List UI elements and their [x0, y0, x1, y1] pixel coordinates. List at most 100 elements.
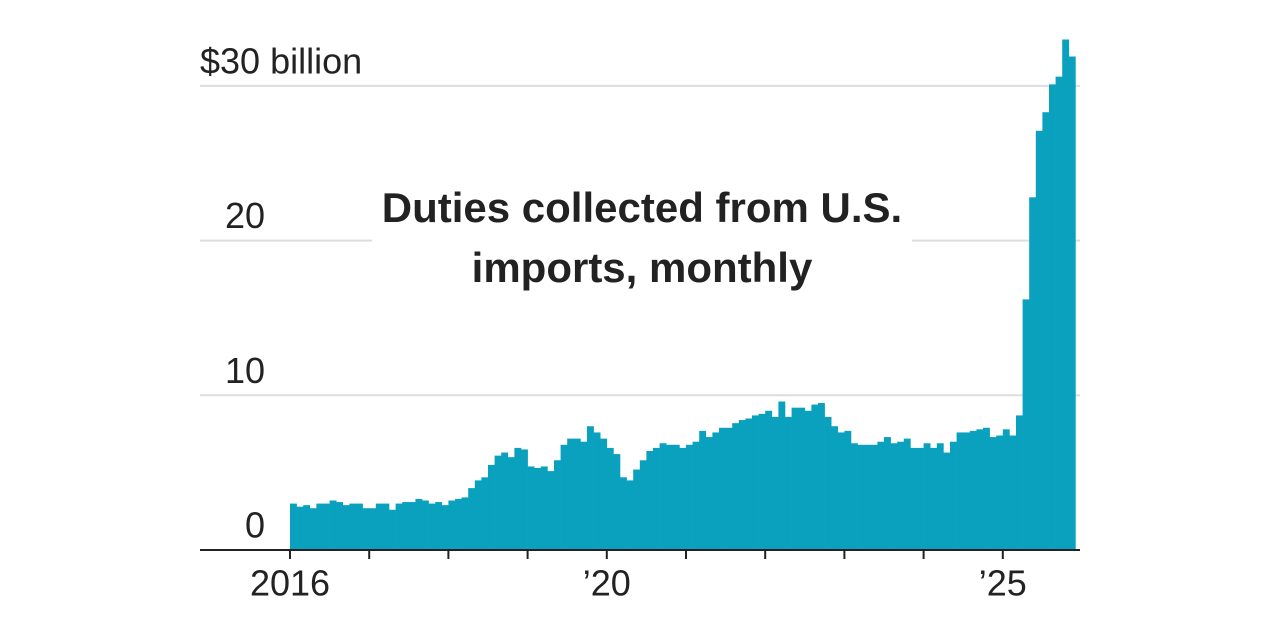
bar [415, 498, 423, 550]
bar [969, 430, 977, 550]
bar [474, 480, 482, 550]
bar [1055, 76, 1063, 551]
bar [884, 437, 891, 550]
bar [633, 469, 641, 550]
bar [362, 508, 370, 550]
y-tick-label: $30 billion [200, 40, 362, 81]
bar [1042, 112, 1050, 550]
bar [560, 444, 568, 550]
bar [395, 503, 403, 550]
bar [646, 450, 654, 550]
bar [804, 410, 812, 550]
bar [441, 505, 449, 550]
bar [1049, 84, 1056, 550]
bar [923, 443, 931, 550]
bar [606, 447, 614, 550]
bar [811, 404, 819, 550]
bar [540, 466, 548, 550]
y-tick-label: 0 [245, 505, 265, 546]
bar [857, 444, 865, 550]
bar [501, 452, 509, 550]
bar [428, 503, 436, 550]
bar [818, 403, 825, 550]
bar [435, 502, 443, 550]
y-tick-label: 10 [225, 350, 265, 391]
x-tick-label: ’25 [979, 563, 1027, 604]
bar [554, 460, 561, 550]
bar [336, 502, 344, 550]
bar [976, 429, 984, 550]
bar [534, 468, 542, 550]
bar [316, 503, 324, 550]
bar [738, 420, 746, 550]
bar [864, 444, 872, 550]
bar [422, 500, 429, 550]
bar [514, 447, 522, 550]
bar [917, 447, 924, 550]
bar [679, 447, 687, 550]
bar [580, 441, 588, 550]
bar [719, 427, 726, 550]
bar [877, 441, 885, 550]
y-tick-label: 20 [225, 195, 265, 236]
bar [890, 443, 898, 550]
bar [573, 438, 581, 550]
bar [527, 466, 535, 550]
bar [1068, 56, 1076, 551]
bar [771, 416, 779, 550]
bar [626, 480, 634, 550]
bar [507, 457, 515, 550]
bar [705, 437, 713, 550]
bar [1029, 197, 1037, 551]
bar [547, 471, 555, 550]
bar [824, 416, 832, 550]
bar [765, 410, 773, 550]
bar [1016, 415, 1023, 550]
bar [1009, 435, 1017, 550]
bar [692, 441, 700, 550]
bar [567, 438, 575, 550]
bar [1035, 130, 1043, 550]
bar [600, 438, 608, 550]
bar [870, 444, 878, 550]
bar [329, 500, 337, 550]
bar [831, 426, 839, 550]
bar [996, 435, 1004, 550]
bar [461, 497, 469, 550]
bar [402, 502, 410, 550]
bar [593, 432, 601, 550]
bar [375, 503, 383, 550]
bar [983, 427, 990, 550]
bar [989, 437, 997, 550]
bar [296, 506, 304, 550]
x-tick-label: 2016 [250, 563, 330, 604]
bar [309, 508, 317, 550]
bar [785, 416, 792, 550]
bar [448, 500, 456, 550]
bar [791, 407, 799, 550]
bar [468, 488, 476, 550]
bar [613, 454, 621, 550]
bar [712, 432, 720, 550]
bar [521, 449, 528, 550]
bar [930, 447, 938, 550]
bar [903, 438, 911, 550]
bar [639, 460, 647, 550]
bar [488, 464, 495, 550]
bar [943, 452, 951, 550]
bar [349, 503, 357, 550]
bar [752, 415, 759, 550]
bar [798, 407, 806, 550]
bar [725, 427, 733, 550]
x-tick-label: ’20 [583, 563, 631, 604]
bar [699, 430, 707, 550]
bar [587, 426, 594, 550]
bar [342, 505, 350, 550]
bar [666, 444, 674, 550]
bar [382, 503, 390, 550]
bar [672, 444, 680, 550]
bar [356, 503, 363, 550]
bar [620, 477, 627, 550]
